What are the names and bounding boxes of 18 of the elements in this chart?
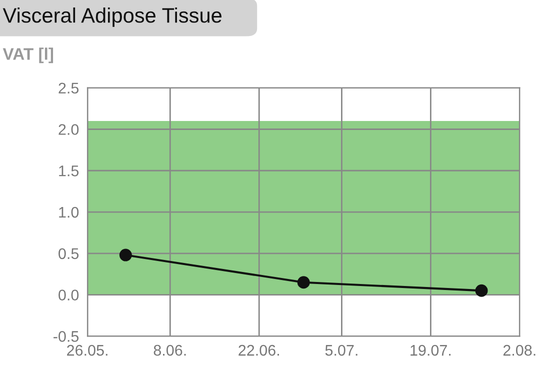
x-tick-label: 2.08. xyxy=(503,344,536,356)
x-tick-label: 5.07. xyxy=(325,344,358,356)
y-tick-label: 1.5 xyxy=(59,166,79,176)
y-tick-label: 1.0 xyxy=(59,206,79,218)
y-axis-title: VAT [l] xyxy=(2,48,54,64)
y-tick-label: 2.5 xyxy=(58,82,79,94)
x-tick-label: 19.07. xyxy=(410,344,451,356)
y-tick-label: -0.5 xyxy=(54,331,79,342)
y-tick-label: 0.0 xyxy=(58,290,79,300)
point xyxy=(475,284,488,297)
chart-title: Visceral Adipose Tissue xyxy=(2,7,222,27)
x-tick-label: 26.05. xyxy=(67,344,108,356)
point xyxy=(119,248,132,262)
x-tick-label: 22.06. xyxy=(238,344,279,356)
point xyxy=(297,276,310,289)
x-tick-label: 8.06. xyxy=(154,344,186,356)
y-tick-label: 0.5 xyxy=(58,248,79,260)
y-tick-label: 2.0 xyxy=(58,124,79,135)
